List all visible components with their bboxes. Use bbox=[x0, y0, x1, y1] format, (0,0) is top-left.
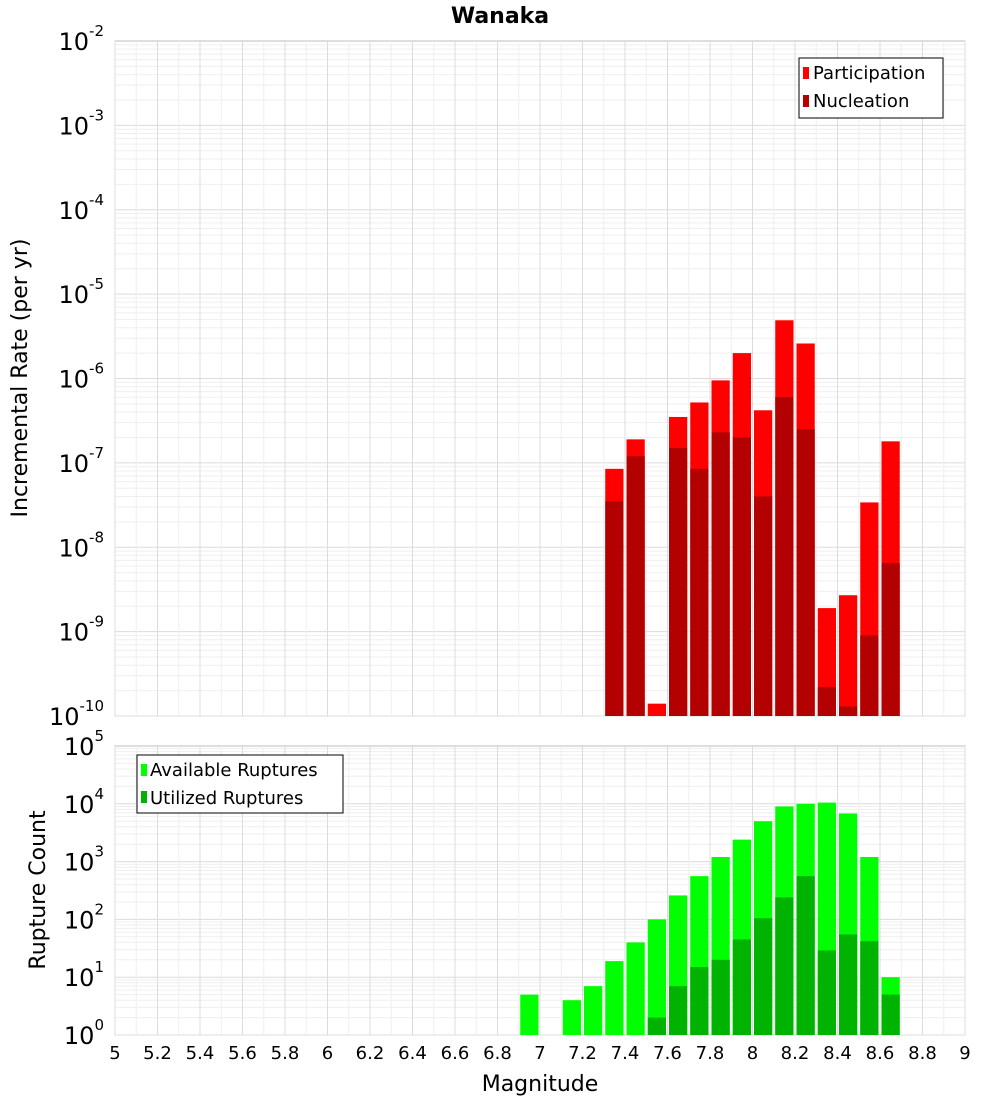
y-tick-label: 100 bbox=[64, 1016, 104, 1050]
count-bar-utilized-ruptures bbox=[860, 941, 879, 1035]
count-legend-box bbox=[136, 754, 344, 814]
y-tick-label: 10-9 bbox=[58, 613, 104, 647]
count-bar-utilized-ruptures bbox=[647, 1017, 666, 1035]
rate-bar-nucleation bbox=[690, 468, 709, 716]
utilized-ruptures-swatch bbox=[141, 791, 147, 803]
rate-bars bbox=[605, 320, 900, 716]
y-tick-label: 101 bbox=[64, 958, 104, 992]
y-tick-label: 10-10 bbox=[49, 697, 104, 731]
count-bar-available-ruptures bbox=[647, 919, 666, 1035]
x-tick-label: 5.2 bbox=[143, 1043, 172, 1064]
x-tick-label: 7.8 bbox=[696, 1043, 725, 1064]
available-ruptures-legend-label: Available Ruptures bbox=[150, 760, 318, 781]
count-bar-available-ruptures bbox=[520, 994, 539, 1035]
y-tick-label: 10-6 bbox=[58, 360, 104, 394]
rate-bar-nucleation bbox=[732, 437, 751, 716]
rate-bar-nucleation bbox=[817, 687, 836, 716]
rate-bar-nucleation bbox=[669, 448, 688, 716]
y-tick-label: 10-5 bbox=[58, 275, 104, 309]
rate-bar-nucleation bbox=[754, 496, 773, 716]
x-tick-label: 6.6 bbox=[441, 1043, 470, 1064]
y-tick-label: 103 bbox=[64, 843, 104, 877]
rate-bar-nucleation bbox=[796, 429, 815, 716]
participation-swatch bbox=[803, 67, 809, 79]
x-tick-label: 5.4 bbox=[186, 1043, 215, 1064]
count-bar-utilized-ruptures bbox=[839, 934, 858, 1035]
rate-y-axis-label: Incremental Rate (per yr) bbox=[8, 239, 33, 518]
count-bar-available-ruptures bbox=[605, 961, 624, 1035]
rate-bar-nucleation bbox=[775, 397, 794, 716]
x-tick-label: 7.6 bbox=[653, 1043, 682, 1064]
x-tick-label: 9 bbox=[959, 1043, 970, 1064]
y-tick-label: 10-2 bbox=[58, 22, 104, 56]
utilized-ruptures-legend-label: Utilized Ruptures bbox=[150, 788, 303, 809]
x-tick-label: 7 bbox=[534, 1043, 545, 1064]
y-tick-label: 10-7 bbox=[58, 444, 104, 478]
nucleation-legend-label: Nucleation bbox=[813, 91, 909, 112]
y-tick-label: 10-8 bbox=[58, 528, 104, 562]
y-tick-label: 102 bbox=[64, 900, 104, 934]
nucleation-swatch bbox=[803, 95, 809, 107]
y-tick-label: 10-4 bbox=[58, 191, 104, 225]
count-legend: Available Ruptures Utilized Ruptures bbox=[136, 754, 344, 814]
count-bar-utilized-ruptures bbox=[690, 967, 709, 1035]
participation-legend-label: Participation bbox=[813, 63, 925, 84]
rate-legend-box bbox=[798, 57, 944, 119]
x-tick-label: 6.8 bbox=[483, 1043, 512, 1064]
x-tick-label: 5.6 bbox=[228, 1043, 257, 1064]
x-axis-label: Magnitude bbox=[482, 1072, 599, 1097]
count-bar-available-ruptures bbox=[584, 986, 603, 1035]
x-tick-label: 5.8 bbox=[271, 1043, 300, 1064]
x-tick-label: 5 bbox=[109, 1043, 120, 1064]
count-bar-utilized-ruptures bbox=[817, 950, 836, 1035]
count-bar-utilized-ruptures bbox=[669, 986, 688, 1035]
rate-bar-participation bbox=[647, 703, 666, 716]
x-tick-label: 6 bbox=[322, 1043, 333, 1064]
x-tick-label: 7.4 bbox=[611, 1043, 640, 1064]
count-y-axis-ticks: 105 104 103 102 101 100 bbox=[64, 727, 104, 1050]
y-tick-label: 10-3 bbox=[58, 106, 104, 140]
rate-bar-nucleation bbox=[605, 501, 624, 716]
x-tick-label: 7.2 bbox=[568, 1043, 597, 1064]
count-bar-utilized-ruptures bbox=[796, 876, 815, 1035]
y-tick-label: 104 bbox=[64, 785, 104, 819]
rate-y-axis-ticks: 10-2 10-3 10-4 10-5 10-6 10-7 10-8 10-9 10-10 bbox=[49, 22, 104, 731]
x-tick-label: 8 bbox=[747, 1043, 758, 1064]
available-ruptures-swatch bbox=[141, 764, 147, 776]
rate-bar-participation bbox=[839, 595, 858, 716]
count-y-axis-label: Rupture Count bbox=[26, 810, 51, 970]
rate-panel: 10-2 10-3 10-4 10-5 10-6 10-7 10-8 10-9 10-10 In… bbox=[8, 22, 966, 731]
count-bar-available-ruptures bbox=[562, 1000, 581, 1035]
rate-bar-nucleation bbox=[839, 706, 858, 716]
y-tick-label: 105 bbox=[64, 727, 104, 761]
rate-bar-nucleation bbox=[711, 432, 730, 716]
count-bar-utilized-ruptures bbox=[754, 918, 773, 1035]
count-bars bbox=[520, 802, 900, 1035]
x-tick-label: 6.4 bbox=[398, 1043, 427, 1064]
x-tick-label: 8.6 bbox=[866, 1043, 895, 1064]
x-tick-label: 8.2 bbox=[781, 1043, 810, 1064]
x-tick-label: 8.8 bbox=[908, 1043, 937, 1064]
count-bar-utilized-ruptures bbox=[881, 994, 900, 1035]
rate-legend: Participation Nucleation bbox=[798, 57, 944, 119]
magnitude-x-axis-ticks: 5 5.2 5.4 5.6 5.8 6 6.2 6.4 6.6 6.8 7 7.2 7.4 7.6 7.8 8… bbox=[109, 1043, 970, 1064]
count-bar-utilized-ruptures bbox=[711, 959, 730, 1035]
x-tick-label: 6.2 bbox=[356, 1043, 385, 1064]
count-bar-available-ruptures bbox=[626, 942, 645, 1035]
chart-title: Wanaka bbox=[451, 4, 549, 29]
count-panel: 105 104 103 102 101 100 5 5.2 5.4 5.6 5.8 6 6.2 6.4 6… bbox=[26, 727, 971, 1097]
count-bar-utilized-ruptures bbox=[732, 939, 751, 1035]
rate-bar-nucleation bbox=[860, 635, 879, 716]
count-bar-utilized-ruptures bbox=[775, 897, 794, 1035]
rate-grid bbox=[114, 41, 966, 717]
x-tick-label: 8.4 bbox=[823, 1043, 852, 1064]
rate-bar-nucleation bbox=[626, 456, 645, 716]
rate-bar-nucleation bbox=[881, 563, 900, 716]
